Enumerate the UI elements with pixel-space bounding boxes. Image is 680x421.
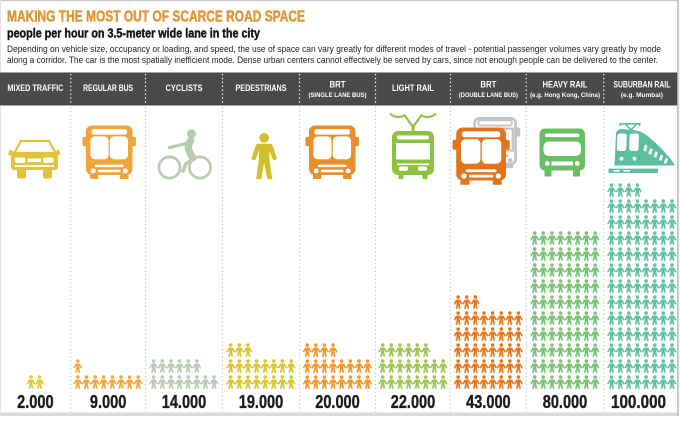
svg-text:MAKING THE MOST OUT OF SCARCE: MAKING THE MOST OUT OF SCARCE ROAD SPACE [7, 9, 305, 26]
svg-text:43.000: 43.000 [466, 392, 511, 412]
svg-text:BRT: BRT [330, 79, 346, 89]
svg-text:PEDESTRIANS: PEDESTRIANS [236, 83, 287, 93]
svg-text:80.000: 80.000 [543, 392, 588, 412]
svg-text:(e.g. Mumbai): (e.g. Mumbai) [621, 92, 663, 99]
svg-text:along a corridor. The car is t: along a corridor. The car is the most sp… [7, 55, 658, 66]
svg-text:CYCLISTS: CYCLISTS [166, 83, 203, 93]
svg-text:HEAVY RAIL: HEAVY RAIL [543, 79, 588, 89]
svg-text:BRT: BRT [480, 79, 496, 89]
svg-text:MIXED TRAFFIC: MIXED TRAFFIC [7, 83, 63, 93]
svg-text:(DOUBLE LANE BUS): (DOUBLE LANE BUS) [459, 92, 518, 99]
svg-text:LIGHT RAIL: LIGHT RAIL [392, 83, 434, 93]
svg-text:people per hour on 3.5-meter w: people per hour on 3.5-meter wide lane i… [7, 25, 261, 40]
svg-text:SUBURBAN RAIL: SUBURBAN RAIL [613, 79, 670, 89]
svg-text:(SINGLE LANE BUS): (SINGLE LANE BUS) [309, 92, 367, 99]
svg-text:100.000: 100.000 [611, 392, 666, 412]
svg-text:Depending on vehicle size, occ: Depending on vehicle size, occupancy or … [7, 44, 661, 55]
svg-text:20.000: 20.000 [315, 392, 360, 412]
svg-text:19.000: 19.000 [239, 392, 284, 412]
svg-text:14.000: 14.000 [162, 392, 207, 412]
svg-text:REGULAR BUS: REGULAR BUS [83, 83, 133, 93]
svg-text:2.000: 2.000 [17, 392, 54, 412]
svg-text:(e.g. Hong Kong, China): (e.g. Hong Kong, China) [530, 92, 600, 99]
svg-text:22.000: 22.000 [391, 392, 436, 412]
svg-text:9.000: 9.000 [90, 392, 127, 412]
